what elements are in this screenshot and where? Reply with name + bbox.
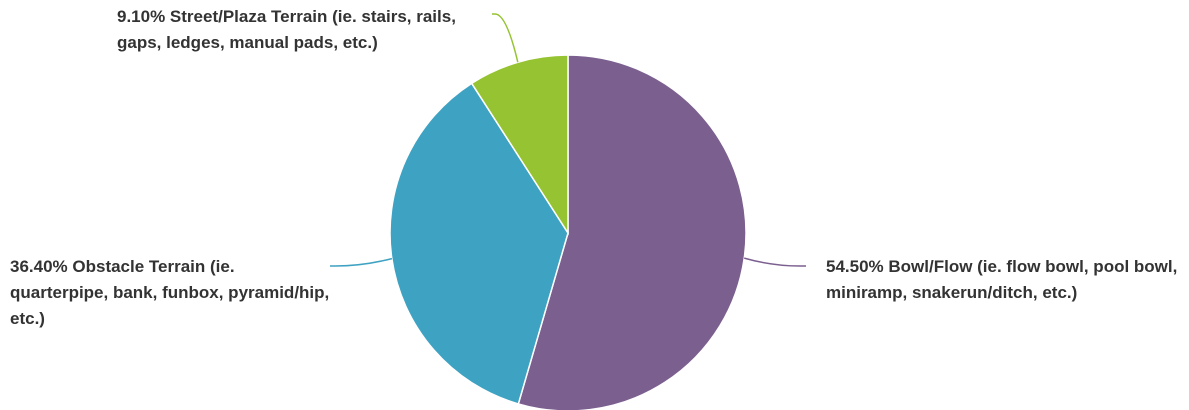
- leader-lines: [330, 13, 806, 267]
- slice-label-obstacle-terrain: 36.40% Obstacle Terrain (ie. quarterpipe…: [10, 257, 330, 328]
- slice-label-street-plaza: 9.10% Street/Plaza Terrain (ie. stairs, …: [117, 7, 456, 52]
- pie-slice-bowl-flow: [517, 54, 747, 410]
- pie-slice-obstacle-terrain: [389, 82, 569, 405]
- slice-label-bowl-flow: 54.50% Bowl/Flow (ie. flow bowl, pool bo…: [826, 257, 1178, 302]
- leader-line-bowl-flow: [743, 257, 806, 267]
- leader-line-obstacle-terrain: [330, 257, 393, 267]
- leader-line-street-plaza: [492, 13, 519, 63]
- pie-slice-street-plaza: [470, 54, 569, 236]
- pie-slices: [389, 54, 747, 410]
